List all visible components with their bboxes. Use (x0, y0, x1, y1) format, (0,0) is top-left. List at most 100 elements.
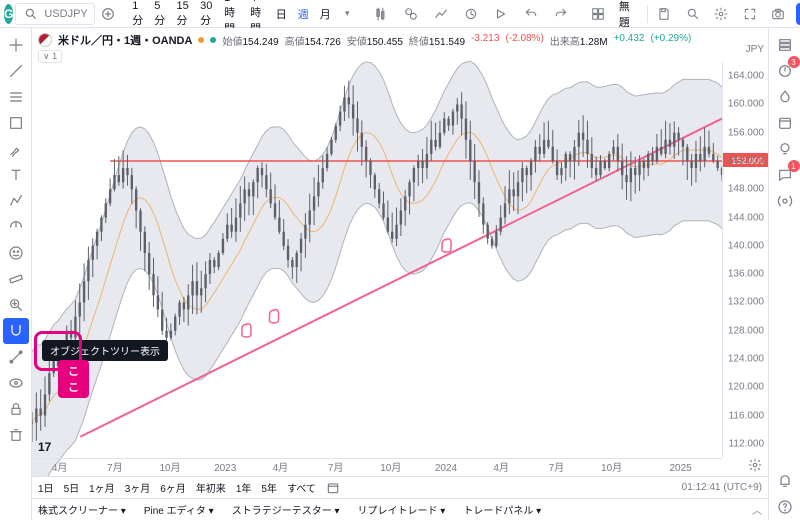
tool-lines-drawing[interactable] (3, 344, 29, 370)
camera-button[interactable] (764, 3, 792, 25)
timeframe-月[interactable]: 月 (314, 3, 336, 25)
range-6ヶ月[interactable]: 6ヶ月 (160, 480, 186, 495)
panel-watchlist[interactable] (772, 32, 798, 58)
alert-icon (462, 5, 480, 23)
toolbar-layout: 無題 (584, 3, 792, 25)
range-1年[interactable]: 1年 (236, 480, 252, 495)
pointer-icon (442, 239, 451, 252)
add-symbol-button[interactable] (97, 3, 119, 25)
fullscreen-icon (741, 5, 757, 23)
layout-icon (590, 5, 606, 23)
panel-notifications[interactable] (772, 468, 798, 494)
expand-down-icon[interactable]: ︿ (752, 502, 762, 517)
time-tick: 7月 (107, 459, 123, 474)
bottom-tab[interactable]: リプレイトレード ▾ (358, 502, 446, 517)
tool-trash[interactable] (3, 422, 29, 448)
range-1ヶ月[interactable]: 1ヶ月 (89, 480, 115, 495)
tool-fib[interactable] (3, 84, 29, 110)
tool-shapes[interactable] (3, 110, 29, 136)
bar-replay-button[interactable] (486, 3, 516, 25)
range-5日[interactable]: 5日 (64, 480, 80, 495)
time-tick: 2025 (669, 463, 691, 474)
pointer-icon (242, 324, 251, 337)
redo-icon (552, 5, 570, 23)
panel-help[interactable] (772, 494, 798, 520)
redo-button[interactable] (546, 3, 576, 25)
search-icon (22, 5, 40, 23)
tool-text[interactable] (3, 162, 29, 188)
tool-patterns[interactable] (3, 188, 29, 214)
panel-ideas[interactable] (772, 136, 798, 162)
timeframe-1時間[interactable]: 1時間 (218, 3, 244, 25)
save-button[interactable] (650, 3, 678, 25)
timeframe-週[interactable]: 週 (292, 3, 314, 25)
time-tick: 7月 (549, 459, 565, 474)
price-tick: 156.000 (728, 127, 764, 138)
search2-button[interactable] (678, 3, 706, 25)
timeframe-日[interactable]: 日 (270, 3, 292, 25)
callout-label: ここ (58, 360, 89, 398)
timeframe-5分[interactable]: 5分 (149, 3, 171, 25)
panel-hotlists[interactable] (772, 84, 798, 110)
search2-icon (684, 5, 700, 23)
panel-alerts[interactable]: 3 (772, 58, 798, 84)
timeframe-15分[interactable]: 15分 (171, 3, 195, 25)
time-tick: 2023 (214, 463, 236, 474)
range-3ヶ月[interactable]: 3ヶ月 (125, 480, 151, 495)
tool-trend-line[interactable] (3, 58, 29, 84)
timeframe-row: 1分5分15分30分1時間4時間日週月▾ (127, 3, 359, 25)
range-1日[interactable]: 1日 (38, 480, 54, 495)
pointer-icon (270, 310, 279, 323)
chart-svg: 152.000 (32, 28, 768, 476)
layout-button[interactable] (584, 3, 612, 25)
time-tick: 7月 (328, 459, 344, 474)
panel-stream[interactable] (772, 188, 798, 214)
chart-name[interactable]: 無題 (613, 3, 645, 25)
axis-settings-icon[interactable] (746, 456, 764, 474)
compare-button[interactable] (396, 3, 426, 25)
bottom-tab[interactable]: トレードパネル ▾ (463, 502, 541, 517)
tool-smiley[interactable] (3, 240, 29, 266)
bottom-tab[interactable]: 株式スクリーナー ▾ (38, 502, 126, 517)
bottom-tab[interactable]: Pine エディタ ▾ (144, 502, 214, 517)
settings-icon (713, 5, 729, 23)
settings-button[interactable] (707, 3, 735, 25)
undo-icon (522, 5, 540, 23)
price-tick: 124.000 (728, 354, 764, 365)
topbar: G USDJPY 1分5分15分30分1時間4時間日週月▾ 無題 投稿 (0, 0, 800, 28)
range-5年[interactable]: 5年 (261, 480, 277, 495)
panel-calendar[interactable] (772, 110, 798, 136)
goto-icon[interactable] (324, 479, 342, 497)
range-年初来[interactable]: 年初来 (196, 480, 226, 495)
price-axis[interactable]: JPY 164.000160.000156.000152.000148.0001… (722, 62, 768, 458)
range-すべて[interactable]: すべて (287, 480, 316, 495)
tool-cursor[interactable] (3, 32, 29, 58)
indicators-button[interactable] (426, 3, 456, 25)
tool-lock[interactable] (3, 396, 29, 422)
tool-ruler[interactable] (3, 266, 29, 292)
time-axis[interactable]: 4月7月10月20234月7月10月20244月7月10月2025 (32, 458, 722, 476)
tool-visibility[interactable] (3, 370, 29, 396)
fullscreen-button[interactable] (735, 3, 763, 25)
date-range-bar: 1日5日1ヶ月3ヶ月6ヶ月年初来1年5年すべて 01:12:41 (UTC+9) (32, 476, 768, 498)
app-logo[interactable]: G (4, 4, 13, 24)
tool-magnet[interactable] (3, 318, 29, 344)
alert-button[interactable] (456, 3, 486, 25)
timeframe-1分[interactable]: 1分 (127, 3, 149, 25)
post-button[interactable]: 投稿 (796, 3, 800, 25)
panel-chat[interactable]: 1 (772, 162, 798, 188)
candles-button[interactable] (366, 3, 396, 25)
chart-area[interactable]: 米ドル／円・1週・OANDA 始値154.249 高値154.726 安値150… (32, 28, 768, 476)
timeframe-4時間[interactable]: 4時間 (244, 3, 270, 25)
bottom-tab[interactable]: ストラテジーテスター ▾ (232, 502, 340, 517)
right-sidebar: 31 (768, 28, 800, 520)
bottom-tabs: 株式スクリーナー ▾ Pine エディタ ▾ ストラテジーテスター ▾ リプレイトレー… (32, 498, 768, 520)
bar-replay-icon (492, 5, 510, 23)
timeframe-more[interactable]: ▾ (336, 3, 358, 25)
symbol-search[interactable]: USDJPY (15, 3, 94, 25)
undo-button[interactable] (516, 3, 546, 25)
tool-brush[interactable] (3, 136, 29, 162)
tool-forecast[interactable] (3, 214, 29, 240)
tool-zoom[interactable] (3, 292, 29, 318)
timeframe-30分[interactable]: 30分 (194, 3, 218, 25)
